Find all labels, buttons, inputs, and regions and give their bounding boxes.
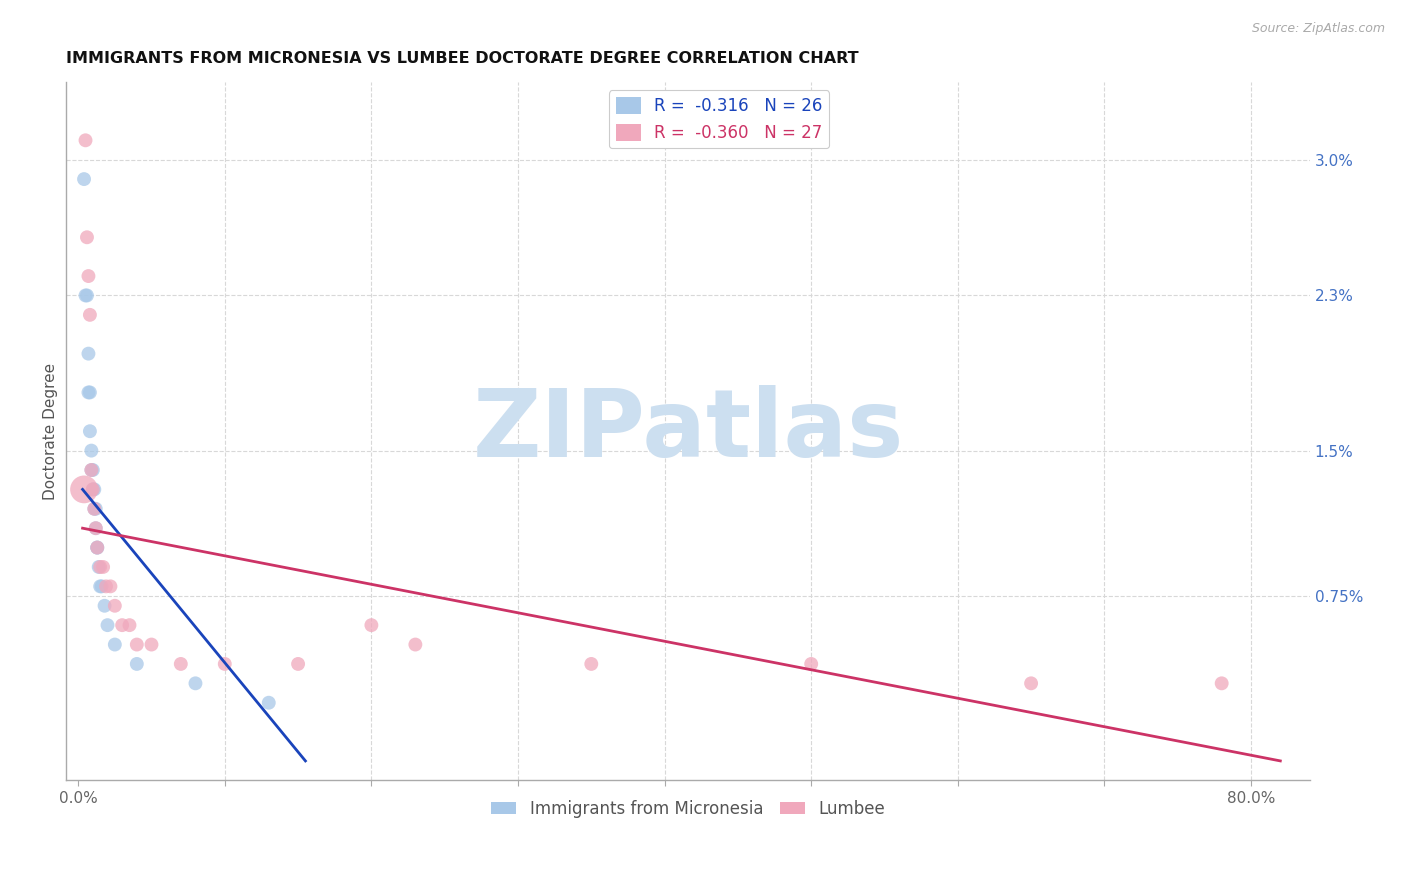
Point — [93, 599, 115, 613]
Point — [77, 268, 100, 283]
Point — [82, 463, 104, 477]
Point — [80, 443, 103, 458]
Point — [111, 618, 134, 632]
Point — [83, 501, 105, 516]
Point — [87, 560, 110, 574]
Point — [184, 676, 207, 690]
Point — [91, 560, 114, 574]
Point — [79, 385, 101, 400]
Point — [1019, 676, 1042, 690]
Text: ZIPatlas: ZIPatlas — [472, 385, 904, 477]
Point — [89, 579, 111, 593]
Point — [257, 696, 280, 710]
Point — [90, 579, 112, 593]
Point — [1211, 676, 1233, 690]
Point — [76, 288, 98, 302]
Legend: Immigrants from Micronesia, Lumbee: Immigrants from Micronesia, Lumbee — [485, 793, 891, 824]
Point — [86, 541, 108, 555]
Point — [94, 579, 117, 593]
Point — [360, 618, 382, 632]
Point — [96, 618, 118, 632]
Point — [75, 133, 97, 147]
Point — [79, 424, 101, 438]
Point — [83, 501, 105, 516]
Point — [404, 638, 426, 652]
Point — [77, 346, 100, 360]
Point — [141, 638, 163, 652]
Point — [80, 463, 103, 477]
Point — [77, 385, 100, 400]
Point — [84, 521, 107, 535]
Point — [86, 541, 108, 555]
Point — [83, 483, 105, 497]
Point — [84, 501, 107, 516]
Point — [100, 579, 122, 593]
Point — [86, 541, 108, 555]
Text: IMMIGRANTS FROM MICRONESIA VS LUMBEE DOCTORATE DEGREE CORRELATION CHART: IMMIGRANTS FROM MICRONESIA VS LUMBEE DOC… — [66, 51, 859, 66]
Y-axis label: Doctorate Degree: Doctorate Degree — [44, 363, 58, 500]
Point — [79, 308, 101, 322]
Point — [581, 657, 603, 671]
Point — [214, 657, 236, 671]
Point — [73, 483, 96, 497]
Point — [118, 618, 141, 632]
Point — [125, 638, 148, 652]
Point — [125, 657, 148, 671]
Text: Source: ZipAtlas.com: Source: ZipAtlas.com — [1251, 22, 1385, 36]
Point — [80, 463, 103, 477]
Point — [76, 230, 98, 244]
Point — [104, 599, 127, 613]
Point — [89, 560, 111, 574]
Point — [82, 483, 104, 497]
Point — [104, 638, 127, 652]
Point — [170, 657, 193, 671]
Point — [82, 483, 104, 497]
Point — [800, 657, 823, 671]
Point — [84, 521, 107, 535]
Point — [75, 288, 97, 302]
Point — [73, 172, 96, 186]
Point — [287, 657, 309, 671]
